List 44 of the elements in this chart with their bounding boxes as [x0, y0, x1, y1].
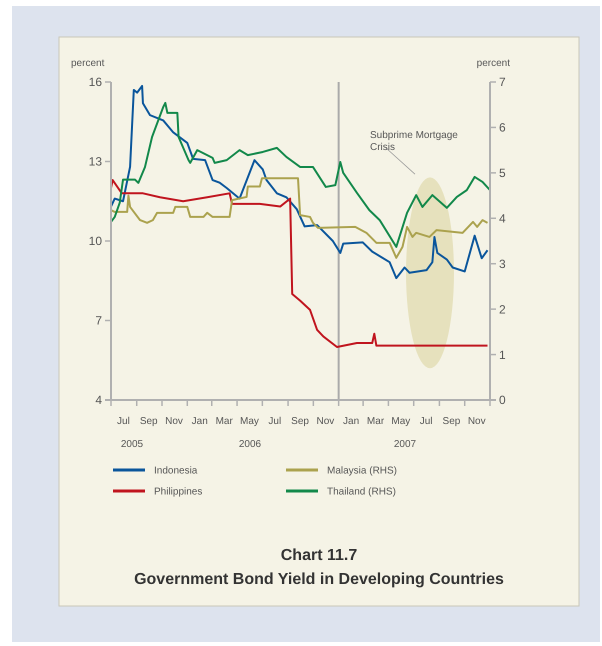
- x-tick-label: Nov: [468, 416, 486, 427]
- line-series: [110, 84, 489, 280]
- x-tick-label: Jul: [117, 416, 130, 427]
- x-tick-label: Jul: [420, 416, 433, 427]
- y2-tick-label: 1: [499, 348, 506, 362]
- line-series: [110, 102, 491, 248]
- y-tick-label: 7: [95, 314, 102, 328]
- x-tick-label: Jan: [343, 416, 360, 427]
- annotation: Subprime Mortgage Crisis: [370, 130, 458, 153]
- x-tick-label: Sep: [140, 416, 158, 427]
- line-series: [110, 177, 489, 259]
- line-series: [110, 179, 489, 348]
- x-tick-label: Nov: [165, 416, 183, 427]
- y2-tick-label: 5: [499, 166, 506, 180]
- text: Chart 11.7: [280, 547, 358, 564]
- y-tick-label: 10: [88, 234, 102, 248]
- y-axis-title: percent: [71, 58, 105, 69]
- x-tick-label: Nov: [316, 416, 334, 427]
- x-tick-label: Sep: [291, 416, 310, 427]
- legend-label: Malaysia (RHS): [327, 466, 398, 476]
- y2-tick-label: 2: [499, 302, 506, 316]
- y-tick-label: 16: [88, 75, 102, 90]
- legend-label: Philippines: [154, 486, 202, 498]
- y2-tick-label: 4: [499, 211, 506, 226]
- text: 2007: [394, 439, 417, 450]
- text: 2006: [238, 439, 262, 450]
- x-tick-label: Mar: [366, 416, 385, 427]
- y-tick-label: 4: [95, 393, 102, 408]
- x-tick-label: May: [240, 416, 259, 427]
- y2-tick-label: 7: [499, 75, 506, 90]
- y2-tick-label: 3: [499, 256, 506, 271]
- x-tick-label: Jan: [192, 416, 208, 427]
- text: Government Bond Yield in Developing Countries: [134, 571, 504, 588]
- y2-tick-label: 0: [499, 393, 506, 408]
- y2-axis-title: percent: [476, 58, 510, 69]
- y-tick-label: 13: [88, 154, 102, 169]
- x-tick-label: May: [391, 416, 410, 427]
- x-tick-label: Mar: [216, 416, 234, 427]
- legend-label: Indonesia: [154, 466, 198, 476]
- x-tick-label: Jul: [268, 416, 282, 427]
- text: 2005: [120, 439, 144, 450]
- legend-label: Thailand (RHS): [327, 486, 396, 498]
- x-tick-label: Sep: [442, 416, 461, 427]
- y2-tick-label: 6: [499, 120, 506, 135]
